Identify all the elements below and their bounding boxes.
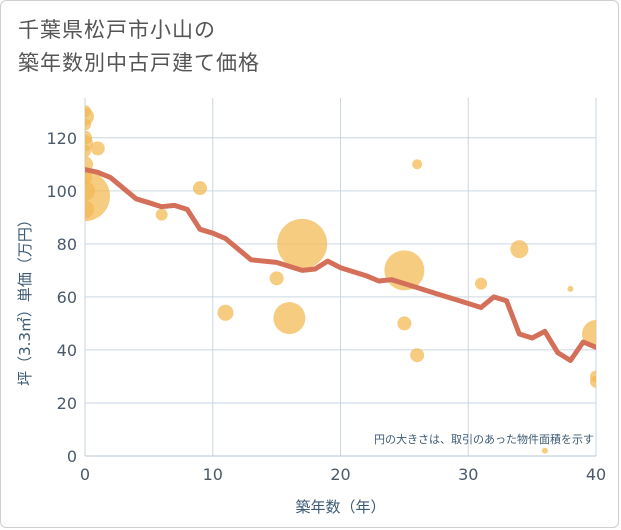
gridlines [84, 98, 597, 457]
x-tick-label: 40 [586, 465, 606, 484]
y-tick-label: 40 [57, 341, 77, 360]
bubble-series [85, 105, 596, 454]
bubble-size-note: 円の大きさは、取引のあった物件面積を示す [374, 432, 594, 446]
bubble-point [475, 277, 488, 290]
x-tick-label: 10 [203, 465, 223, 484]
y-axis-label: 坪（3.3㎡）単価（万円） [16, 212, 34, 386]
chart-title: 千葉県松戸市小山の 築年数別中古戸建て価格 [18, 14, 260, 80]
trend-line [85, 167, 596, 363]
y-tick-label: 120 [46, 129, 77, 148]
axis-ticks: 0 10 20 30 40 0 20 40 60 80 100 120 [46, 129, 606, 484]
x-axis-label: 築年数（年） [295, 498, 385, 516]
bubble-point [410, 348, 425, 363]
y-tick-label: 100 [46, 182, 77, 201]
x-tick-label: 20 [330, 465, 350, 484]
chart-title-line2: 築年数別中古戸建て価格 [18, 51, 260, 75]
x-tick-label: 30 [458, 465, 478, 484]
bubble-point [412, 159, 423, 170]
bubble-point [590, 375, 596, 388]
bubble-point [85, 118, 91, 131]
y-tick-label: 80 [57, 235, 77, 254]
y-tick-label: 20 [57, 394, 77, 413]
bubble-point [155, 208, 168, 221]
chart-title-line1: 千葉県松戸市小山の [18, 18, 216, 42]
bubble-point [90, 141, 105, 156]
y-tick-label: 60 [57, 288, 77, 307]
bubble-point [85, 200, 94, 219]
bubble-point [85, 145, 91, 158]
y-tick-label: 0 [67, 447, 77, 466]
bubble-point [273, 302, 306, 335]
x-tick-label: 0 [80, 465, 90, 484]
bubble-point [397, 316, 412, 331]
bubble-point [217, 304, 234, 321]
bubble-point [192, 181, 207, 196]
bubble-point [269, 271, 284, 286]
bubble-point [277, 218, 328, 269]
trend-series [85, 167, 596, 363]
bubble-point [510, 240, 529, 259]
bubble-point [567, 285, 574, 292]
bubble-point [541, 447, 548, 454]
